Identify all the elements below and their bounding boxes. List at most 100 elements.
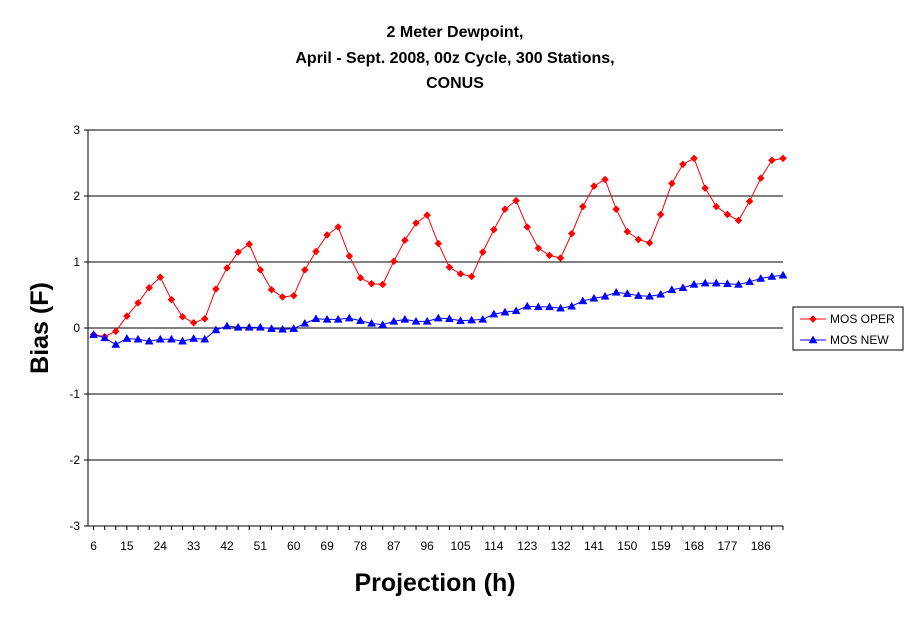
gridlines: [88, 129, 783, 461]
y-tick-label-5: 2: [73, 189, 80, 203]
series-0-point-44: [578, 202, 587, 211]
series-0-point-27: [389, 257, 398, 266]
series-0-point-36: [490, 225, 498, 234]
series-0-point-42: [556, 254, 565, 262]
series-0-point-50: [645, 239, 654, 247]
series-0-point-33: [456, 270, 465, 278]
series-1-point-44: [578, 296, 588, 305]
series-1-point-18: [289, 324, 299, 332]
series-1-point-7: [166, 334, 176, 343]
series-0-point-41: [545, 251, 554, 260]
series-1-point-1: [100, 333, 110, 342]
series-1-point-19: [300, 318, 310, 327]
series-0-point-34: [467, 272, 476, 281]
series-0-point-23: [345, 252, 354, 260]
y-tick-label-6: 3: [73, 123, 80, 137]
series-1-point-27: [389, 316, 399, 325]
series-1-point-33: [456, 316, 465, 324]
series-0-point-35: [478, 248, 487, 256]
series-1-point-10: [200, 334, 210, 343]
series-0-point-58: [734, 216, 743, 225]
series-0-point-40: [534, 244, 543, 252]
series-1-point-23: [344, 313, 354, 322]
series-1: [89, 270, 788, 348]
series-0-point-6: [156, 273, 165, 282]
y-tick-label-0: -3: [69, 519, 80, 533]
chart-title-line-2: April - Sept. 2008, 00z Cycle, 300 Stati…: [295, 50, 614, 67]
series-1-point-58: [734, 279, 743, 288]
x-axis-label: Projection (h): [354, 569, 515, 597]
series-0-point-48: [623, 227, 632, 236]
series-0-point-5: [145, 283, 154, 292]
series-1-point-55: [700, 278, 710, 287]
series-1-point-31: [433, 313, 443, 322]
series-1-point-54: [689, 279, 699, 288]
series-1-point-3: [122, 334, 132, 342]
series-0-point-10: [200, 314, 209, 323]
x-tick-label-19: 177: [717, 539, 737, 553]
series-1-point-61: [767, 272, 777, 280]
series-0-point-21: [323, 231, 331, 239]
series-1-point-28: [400, 314, 410, 323]
series-0-point-43: [567, 229, 576, 238]
x-tick-label-11: 105: [451, 539, 471, 553]
series-1-point-46: [600, 291, 610, 300]
legend-marker-1: [808, 335, 818, 344]
x-tick-label-10: 96: [420, 539, 434, 553]
x-tick-label-12: 114: [484, 539, 503, 553]
series-0-point-57: [723, 210, 732, 219]
series-0-point-28: [401, 236, 409, 245]
series-group: [89, 154, 788, 348]
series-0-point-62: [779, 154, 787, 163]
series-0-point-60: [756, 174, 765, 183]
y-tick-label-2: -1: [69, 387, 80, 401]
series-0-point-39: [523, 223, 532, 231]
series-1-point-50: [645, 291, 654, 300]
x-tick-label-13: 123: [517, 539, 537, 553]
series-1-point-43: [567, 301, 577, 310]
series-1-point-8: [178, 336, 187, 345]
series-1-point-12: [222, 321, 232, 330]
x-tick-label-16: 150: [617, 539, 637, 553]
y-axis-ticks: -3 -2 -1 0 1 2 3: [69, 123, 88, 533]
series-0-point-26: [378, 280, 387, 289]
series-0-point-8: [178, 312, 187, 321]
y-axis-label: Bias (F): [26, 282, 54, 374]
series-0-point-49: [634, 235, 643, 244]
series-0-point-37: [501, 205, 509, 214]
x-tick-label-2: 24: [154, 539, 168, 553]
series-0-point-15: [256, 266, 265, 274]
x-tick-label-15: 141: [584, 539, 604, 553]
x-tick-label-17: 159: [651, 539, 671, 553]
x-tick-label-9: 87: [387, 539, 401, 553]
series-0-point-13: [234, 248, 242, 256]
chart-title-line-3: CONUS: [426, 75, 484, 92]
x-tick-label-7: 69: [320, 539, 334, 553]
series-1-point-16: [267, 324, 276, 332]
series-0-point-16: [267, 285, 276, 294]
series-1-point-42: [556, 303, 566, 312]
x-tick-label-20: 186: [751, 539, 771, 553]
x-tick-label-3: 33: [187, 539, 201, 553]
series-0-point-22: [334, 223, 343, 231]
series-0-point-53: [679, 160, 687, 169]
series-0-point-30: [423, 211, 432, 219]
series-1-point-22: [333, 314, 343, 323]
series-0-point-11: [212, 285, 220, 293]
series-0: [89, 154, 787, 341]
series-1-point-9: [189, 334, 199, 342]
series-1-point-62: [778, 270, 788, 279]
series-1-point-59: [745, 277, 755, 286]
legend-label-0: MOS OPER: [830, 312, 895, 326]
series-0-point-3: [123, 312, 131, 320]
series-0-point-17: [278, 293, 287, 301]
series-1-point-51: [656, 289, 666, 298]
series-0-point-18: [289, 291, 298, 300]
series-1-point-13: [233, 322, 243, 331]
series-0-point-20: [312, 247, 320, 256]
series-1-point-34: [467, 315, 477, 324]
series-1-point-17: [278, 324, 288, 333]
series-0-point-24: [356, 273, 365, 282]
series-0-point-12: [223, 264, 231, 272]
